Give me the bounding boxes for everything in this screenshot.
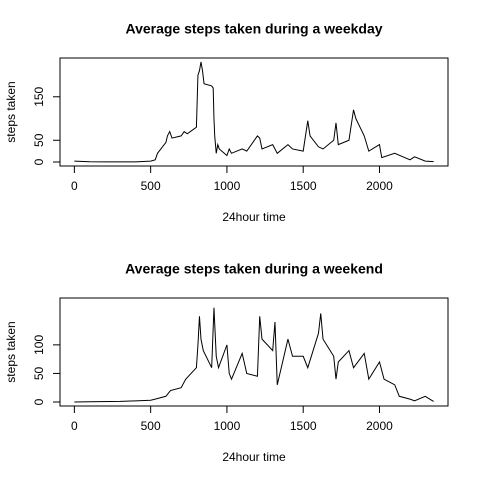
chart-title: Average steps taken during a weekend bbox=[125, 261, 383, 277]
x-tick-label: 2000 bbox=[366, 179, 393, 193]
x-tick-label: 1000 bbox=[214, 179, 241, 193]
y-tick-label: 150 bbox=[32, 86, 46, 106]
x-tick-label: 0 bbox=[71, 179, 78, 193]
x-axis-label: 24hour time bbox=[222, 210, 286, 224]
x-tick-label: 1500 bbox=[290, 419, 317, 433]
chart-title: Average steps taken during a weekday bbox=[125, 21, 382, 37]
y-tick-label: 0 bbox=[32, 158, 46, 165]
data-line bbox=[74, 61, 434, 163]
x-tick-label: 1500 bbox=[290, 179, 317, 193]
data-line bbox=[74, 307, 434, 403]
x-tick-label: 2000 bbox=[366, 419, 393, 433]
y-axis-label: steps taken bbox=[4, 321, 18, 382]
plot-box bbox=[59, 297, 449, 407]
x-tick-label: 500 bbox=[141, 419, 161, 433]
x-tick-label: 0 bbox=[71, 419, 78, 433]
y-axis-label: steps taken bbox=[4, 81, 18, 142]
x-tick-label: 1000 bbox=[214, 419, 241, 433]
y-tick-label: 0 bbox=[32, 398, 46, 405]
y-tick-label: 50 bbox=[32, 133, 46, 147]
x-axis-label: 24hour time bbox=[222, 450, 286, 464]
x-tick-label: 500 bbox=[141, 179, 161, 193]
y-tick-label: 100 bbox=[32, 335, 46, 355]
y-tick-label: 50 bbox=[32, 366, 46, 380]
plot-box bbox=[59, 57, 449, 167]
